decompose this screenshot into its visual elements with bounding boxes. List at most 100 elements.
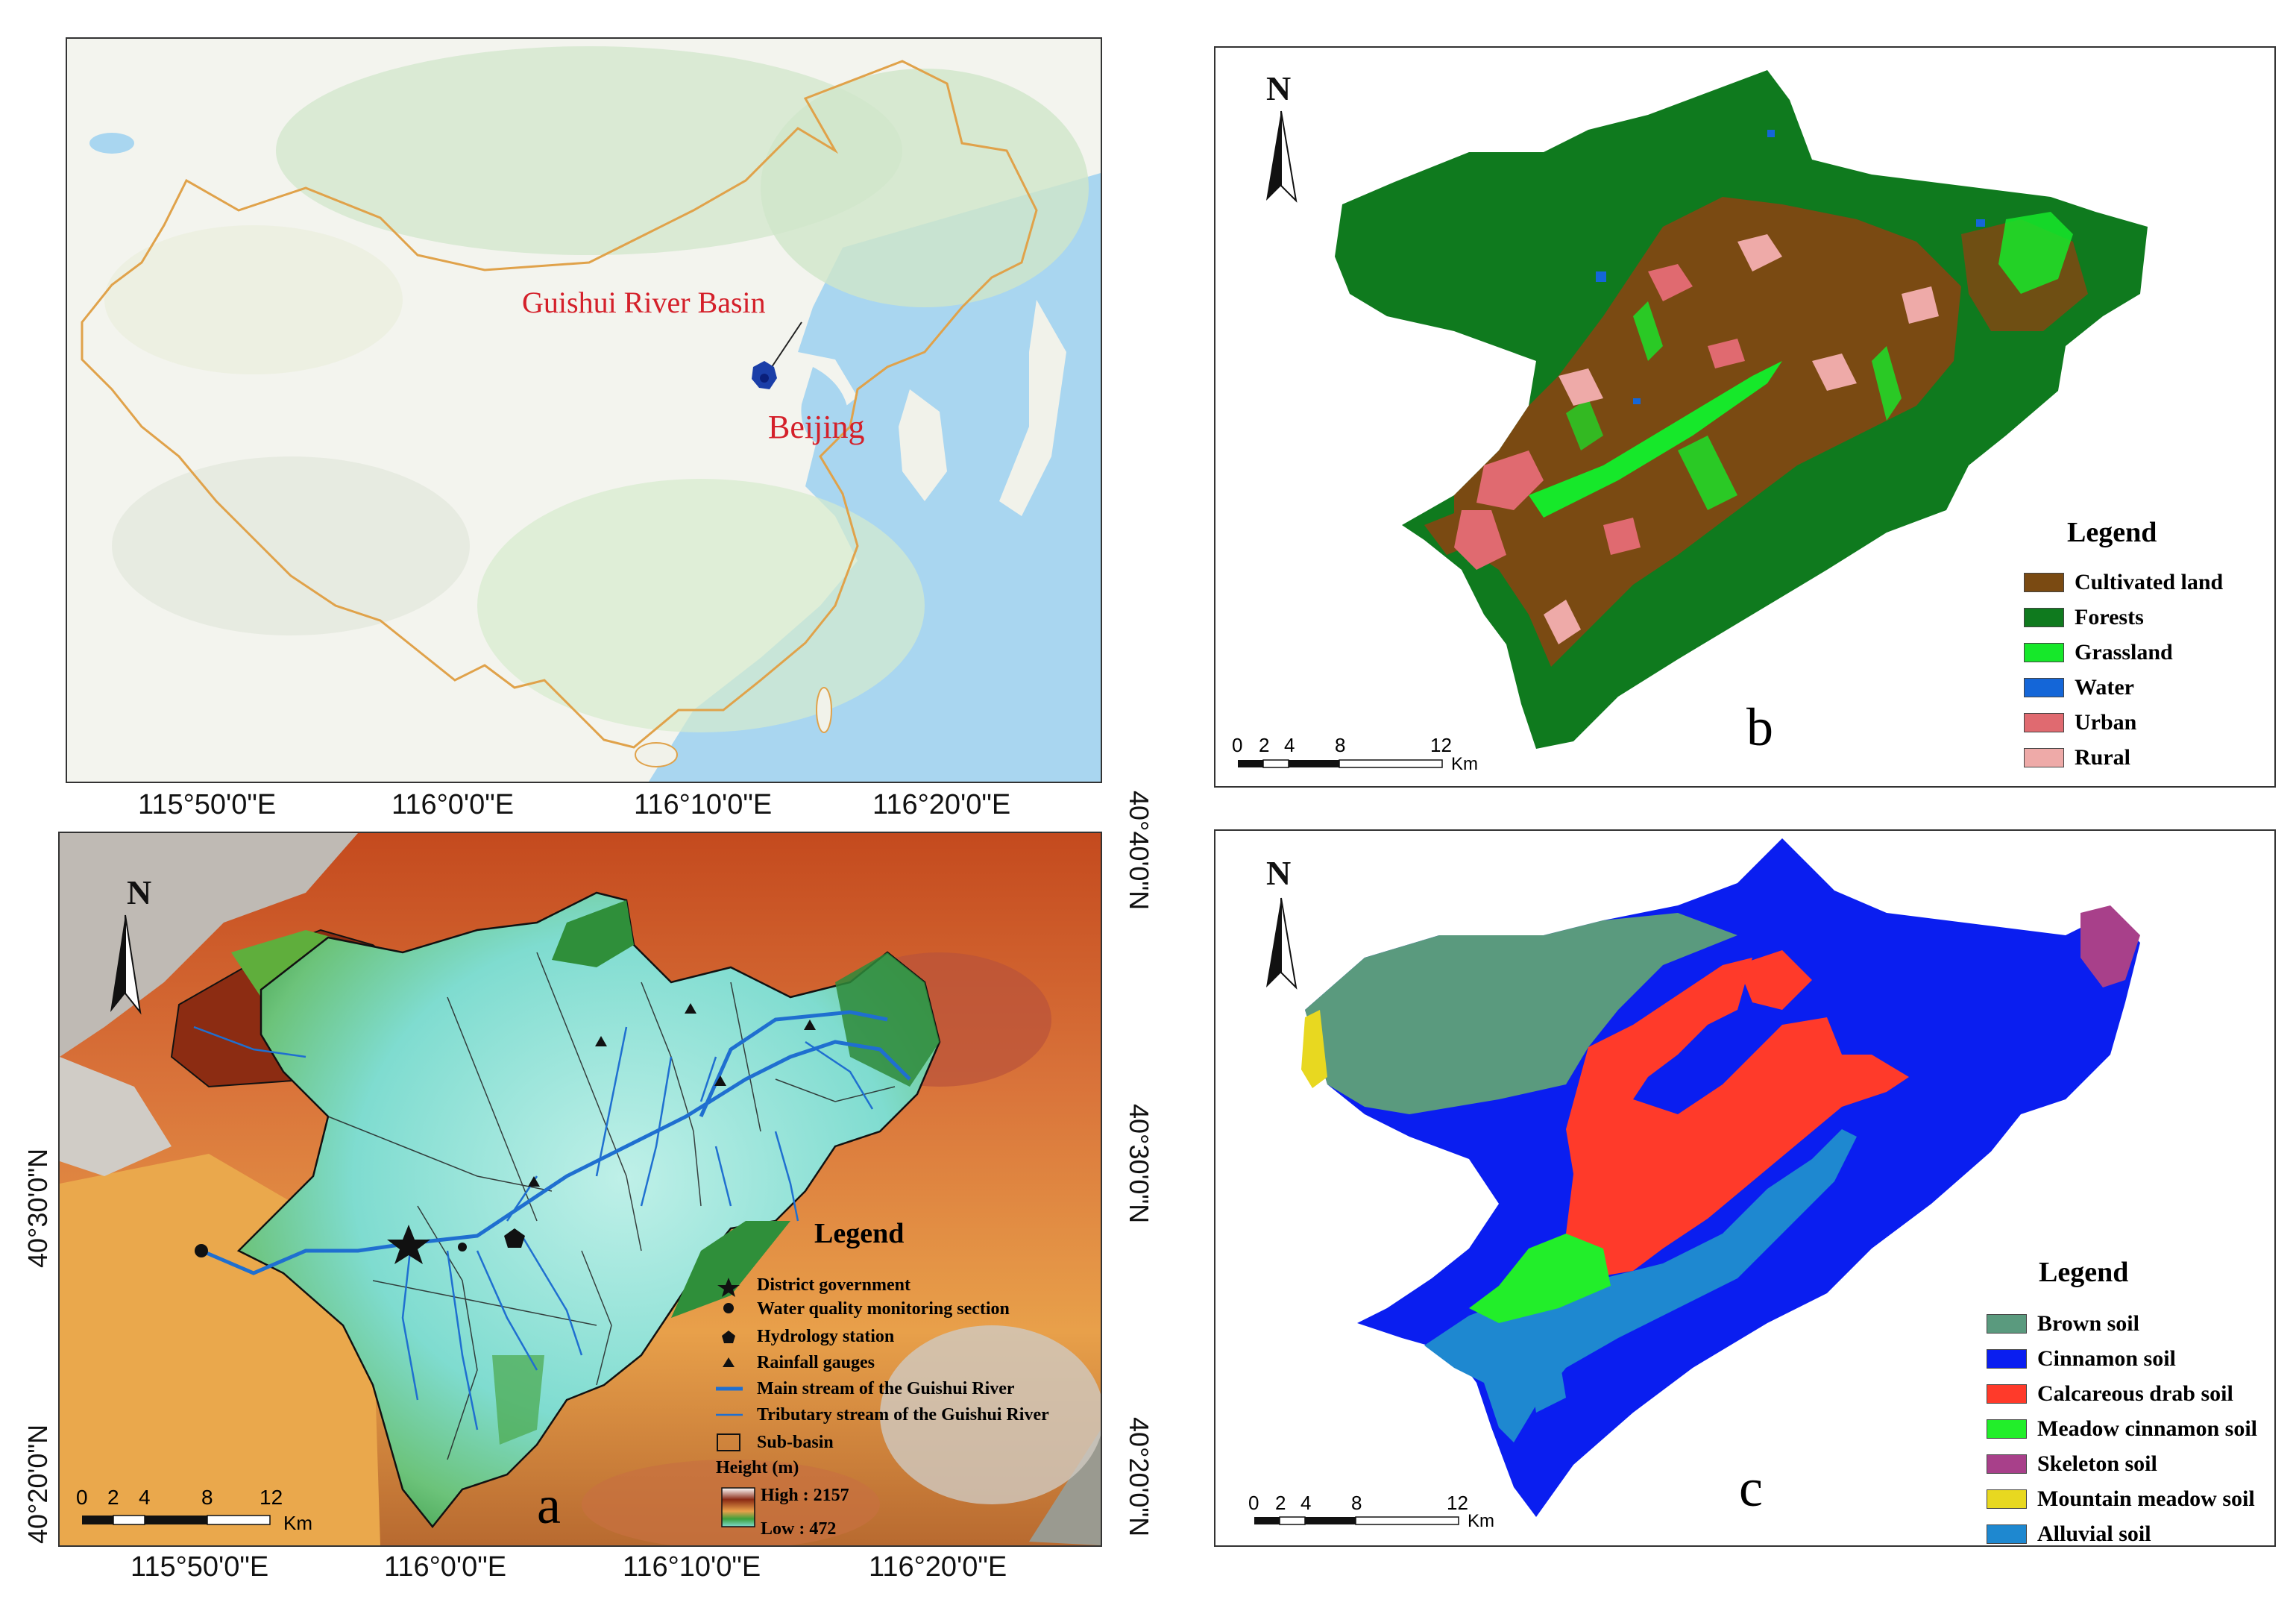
scale-tick: 12 xyxy=(1430,734,1452,756)
legend-label-b: Urban xyxy=(2075,710,2137,735)
scale-tick: 12 xyxy=(1447,1492,1468,1514)
legend-label-c: Brown soil xyxy=(2037,1311,2139,1336)
scale-tick: 0 xyxy=(1248,1492,1259,1514)
legend-label-c: Meadow cinnamon soil xyxy=(2037,1416,2258,1441)
scale-bar-b xyxy=(1238,759,1443,768)
lat-label-right: 40°40'0"N xyxy=(1124,791,1154,911)
city-label: Beijing xyxy=(768,409,865,445)
legend-swatch-b xyxy=(2024,643,2064,662)
lon-label-bottom: 115°50'0"E xyxy=(130,1551,269,1583)
legend-label-c: Calcareous drab soil xyxy=(2037,1381,2233,1406)
lat-label-left: 40°20'0"N xyxy=(22,1424,53,1544)
legend-label-a: Tributary stream of the Guishui River xyxy=(757,1405,1049,1425)
legend-label-a: Water quality monitoring section xyxy=(757,1299,1010,1319)
height-high: High : 2157 xyxy=(761,1486,849,1505)
legend-swatch-c xyxy=(1987,1384,2027,1404)
legend-label-b: Water xyxy=(2075,675,2134,700)
elevation-map-graphic: N xyxy=(60,833,1101,1545)
legend-title-b: Legend xyxy=(2067,517,2157,548)
basin-location-marker xyxy=(752,361,777,389)
legend-label-a: Sub-basin xyxy=(757,1433,834,1452)
scale-tick: 4 xyxy=(1284,734,1295,756)
panel-b-land-use-map: N 0 2 4 8 12 Km b Legend Cultivated land… xyxy=(1214,46,2276,788)
panel-letter-a: a xyxy=(537,1475,561,1535)
china-overview-map: Guishui River Basin Beijing xyxy=(66,37,1102,783)
scale-tick: 2 xyxy=(1259,734,1270,756)
legend-item-b: Urban xyxy=(2024,710,2136,735)
scale-unit: Km xyxy=(1468,1511,1494,1531)
legend-swatch-c xyxy=(1987,1454,2027,1474)
scale-tick: 0 xyxy=(1232,734,1243,756)
legend-item-c: Cinnamon soil xyxy=(1987,1346,2176,1372)
legend-item-b: Rural xyxy=(2024,745,2130,770)
legend-label-a: District government xyxy=(757,1275,910,1295)
scale-tick: 4 xyxy=(1300,1492,1312,1514)
lon-label-top: 116°10'0"E xyxy=(634,789,773,820)
legend-item-c: Brown soil xyxy=(1987,1311,2139,1337)
lon-label-bottom: 116°0'0"E xyxy=(384,1551,507,1583)
legend-title-c: Legend xyxy=(2039,1257,2129,1288)
legend-item-b: Forests xyxy=(2024,605,2144,630)
lon-label-bottom: 116°20'0"E xyxy=(869,1551,1007,1583)
legend-item-c: Calcareous drab soil xyxy=(1987,1381,2233,1407)
scale-unit: Km xyxy=(283,1512,312,1534)
lon-label-top: 116°0'0"E xyxy=(391,789,515,820)
scale-tick: 2 xyxy=(107,1486,119,1509)
legend-swatch-b xyxy=(2024,678,2064,697)
scale-bar-c xyxy=(1254,1516,1459,1525)
scale-tick: 8 xyxy=(1351,1492,1362,1514)
legend-label-a: Hydrology station xyxy=(757,1327,895,1346)
legend-label-c: Alluvial soil xyxy=(2037,1521,2151,1546)
legend-swatch-b xyxy=(2024,748,2064,767)
legend-swatch-c xyxy=(1987,1489,2027,1509)
basin-label: Guishui River Basin xyxy=(522,286,766,319)
north-arrow-a: N xyxy=(110,873,151,1015)
legend-label-c: Cinnamon soil xyxy=(2037,1346,2176,1371)
legend-swatch-b xyxy=(2024,608,2064,627)
land-use-map-graphic: N xyxy=(1238,69,2148,768)
panel-letter-b: b xyxy=(1746,697,1773,757)
height-low: Low : 472 xyxy=(761,1519,837,1539)
legend-label-b: Cultivated land xyxy=(2075,570,2224,594)
legend-label-a: Rainfall gauges xyxy=(757,1353,875,1372)
scale-tick: 4 xyxy=(139,1486,151,1509)
height-ramp xyxy=(721,1487,755,1527)
legend-label-b: Forests xyxy=(2075,605,2144,629)
legend-label-a: Main stream of the Guishui River xyxy=(757,1379,1015,1398)
panel-a-elevation-map: N 0 2 4 8 12 Km a Legend District gov xyxy=(58,832,1102,1547)
scale-tick: 2 xyxy=(1275,1492,1286,1514)
scale-tick: 8 xyxy=(201,1486,213,1509)
legend-label-b: Grassland xyxy=(2075,640,2173,665)
legend-item-b: Water xyxy=(2024,675,2134,700)
legend-item-b: Cultivated land xyxy=(2024,570,2223,595)
legend-label-c: Mountain meadow soil xyxy=(2037,1486,2255,1511)
legend-label-c: Skeleton soil xyxy=(2037,1451,2157,1476)
scale-bar-a xyxy=(82,1515,271,1525)
china-map-graphic xyxy=(67,39,1101,782)
legend-swatch-b xyxy=(2024,573,2064,592)
soil-map-graphic: N xyxy=(1254,838,2140,1525)
legend-item-b: Grassland xyxy=(2024,640,2173,665)
north-arrow-b: N xyxy=(1266,69,1298,203)
svg-text:N: N xyxy=(1266,854,1291,892)
scale-tick: 8 xyxy=(1335,734,1346,756)
legend-item-c: Mountain meadow soil xyxy=(1987,1486,2255,1512)
legend-swatch-c xyxy=(1987,1419,2027,1439)
legend-swatch-b xyxy=(2024,713,2064,732)
lat-label-right: 40°30'0"N xyxy=(1124,1104,1154,1224)
legend-symbols-a xyxy=(716,1278,743,1451)
legend-swatch-c xyxy=(1987,1349,2027,1369)
legend-item-c: Alluvial soil xyxy=(1987,1521,2151,1546)
panel-c-soil-map: N 0 2 4 8 12 Km c Legend Brown soil Cinna… xyxy=(1214,829,2276,1547)
height-title: Height (m) xyxy=(716,1458,799,1477)
legend-item-c: Meadow cinnamon soil xyxy=(1987,1416,2257,1442)
lon-label-bottom: 116°10'0"E xyxy=(623,1551,761,1583)
scale-tick: 12 xyxy=(260,1486,283,1509)
north-arrow-c: N xyxy=(1266,854,1298,990)
lon-label-top: 115°50'0"E xyxy=(138,789,277,820)
legend-swatch-c xyxy=(1987,1524,2027,1544)
panel-letter-c: c xyxy=(1739,1458,1763,1518)
legend-item-c: Skeleton soil xyxy=(1987,1451,2157,1477)
legend-label-b: Rural xyxy=(2075,745,2130,770)
lat-label-right: 40°20'0"N xyxy=(1124,1417,1154,1537)
